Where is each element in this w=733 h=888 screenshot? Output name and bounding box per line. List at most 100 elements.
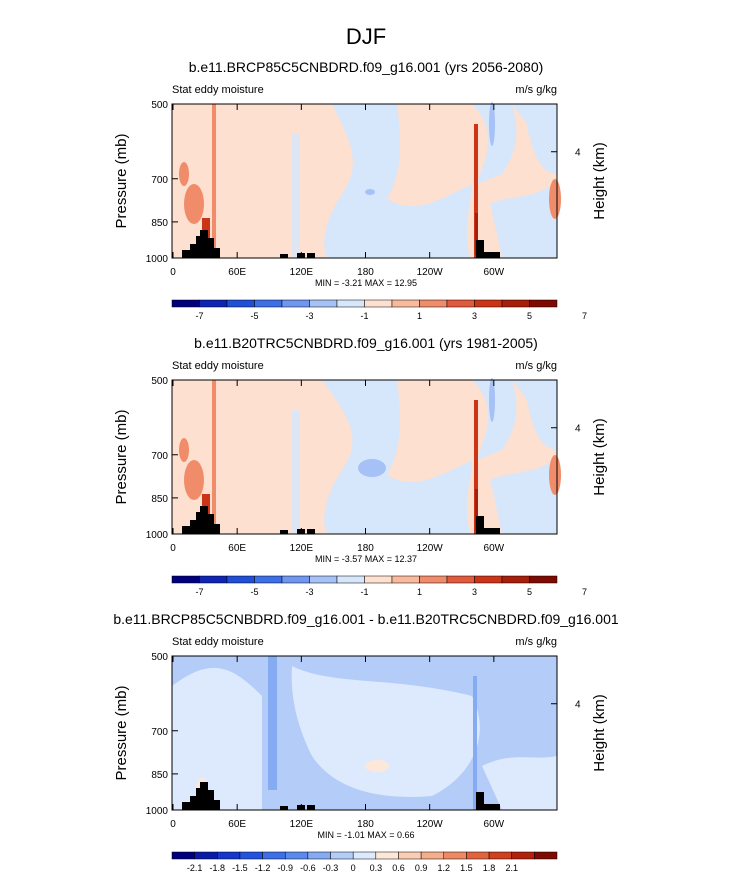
x-tick-label: 180 [357,819,374,830]
negative-region [322,380,472,534]
negative-region-east [472,104,517,184]
colorbar-label: -7 [195,587,203,597]
topography-block [200,506,208,534]
positive-streak [212,104,216,258]
x-tick-label: 120E [290,543,314,554]
colorbar-box [226,299,255,308]
colorbar-label: 1 [417,311,422,321]
colorbar-box [488,851,512,860]
negative-streak [292,410,300,534]
colorbar-label: 3 [472,587,477,597]
colorbar-label: 1.5 [460,863,473,873]
negative-region-east [472,380,517,460]
topography-block [280,254,288,258]
y-axis-label: Pressure (mb) [113,685,130,780]
colorbar-label: -1.5 [232,863,248,873]
negative-region-se [490,179,557,258]
colorbar-label: -1.8 [210,863,226,873]
positive-cell [184,184,204,224]
colorbar-label: -7 [195,311,203,321]
y2-axis-label: Height (km) [591,694,608,772]
topography-block [182,526,190,534]
colorbar-box [364,299,393,308]
positive-region-east [482,756,557,810]
colorbar-box [309,299,338,308]
colorbar-box [443,851,467,860]
x-tick-label: 60W [484,543,505,554]
colorbar-box [330,851,354,860]
colorbar-label: 5 [527,311,532,321]
x-tick-label: 0 [170,267,176,278]
colorbar-label: 1.8 [483,863,496,873]
x-tick-label: 120W [417,267,444,278]
colorbar-box [364,575,393,584]
positive-streak-east [474,400,478,534]
colorbar-box [309,575,338,584]
y2-tick-label: 4 [575,148,581,159]
y-tick-label: 500 [151,376,168,387]
colorbar-box [375,851,399,860]
positive-cell-2 [179,438,189,462]
colorbar-box [391,299,420,308]
colorbar-label: 0.3 [370,863,383,873]
colorbar-box [199,575,228,584]
y-tick-label: 1000 [146,806,169,817]
y-tick-label: 1000 [146,254,169,265]
y2-axis-label: Height (km) [591,142,608,220]
topography-block [212,248,220,258]
left-subtitle: Stat eddy moisture [172,84,264,96]
colorbar-label: -0.3 [323,863,339,873]
colorbar-box [284,851,309,860]
negative-streak-east [473,676,477,810]
colorbar-box [391,575,420,584]
panel-1: b.e11.BRCP85C5CNBDRD.f09_g16.001 (yrs 20… [113,59,608,321]
positive-streak [212,380,216,534]
colorbar-box [199,299,228,308]
colorbar-label: 5 [527,587,532,597]
topography-block [200,782,208,810]
positive-cell [184,460,204,500]
colorbar-box [254,299,283,308]
figure-title: DJF [346,24,386,49]
negative-cell-2 [489,378,495,422]
plot-frame [171,103,558,259]
min-max-stats: MIN = -3.57 MAX = 12.37 [315,554,417,564]
colorbar-box [254,575,283,584]
colorbar-label: -2.1 [187,863,203,873]
topography-block [280,530,288,534]
y-tick-label: 850 [151,218,168,229]
colorbar-box [501,575,530,584]
colorbar-label: 3 [472,311,477,321]
colorbar-box [398,851,422,860]
y2-axis-label: Height (km) [591,418,608,496]
colorbar-box [419,575,448,584]
negative-region-se [490,455,557,534]
colorbar-box [336,575,365,584]
y-tick-label: 700 [151,451,168,462]
colorbar-label: -1.2 [255,863,271,873]
topography-block [484,804,492,810]
colorbar-box [171,575,200,584]
topography-block [190,796,198,810]
colorbar-label: 1 [417,587,422,597]
negative-region-ne [512,104,557,174]
y-tick-label: 700 [151,727,168,738]
left-subtitle: Stat eddy moisture [172,360,264,372]
x-tick-label: 120E [290,267,314,278]
x-tick-label: 60E [228,543,246,554]
topography-block [206,238,214,258]
colorbar-label: 7 [582,311,587,321]
colorbar-box [352,851,377,860]
topography-block [182,250,190,258]
negative-cell [358,459,386,477]
y-tick-label: 850 [151,770,168,781]
colorbar-label: -1 [360,587,368,597]
colorbar-label: -1 [360,311,368,321]
topography-block [484,252,492,258]
negative-streak [268,656,277,790]
x-tick-label: 0 [170,543,176,554]
topography-block [476,240,484,258]
colorbar-box [534,851,558,860]
colorbar-box [529,299,558,308]
